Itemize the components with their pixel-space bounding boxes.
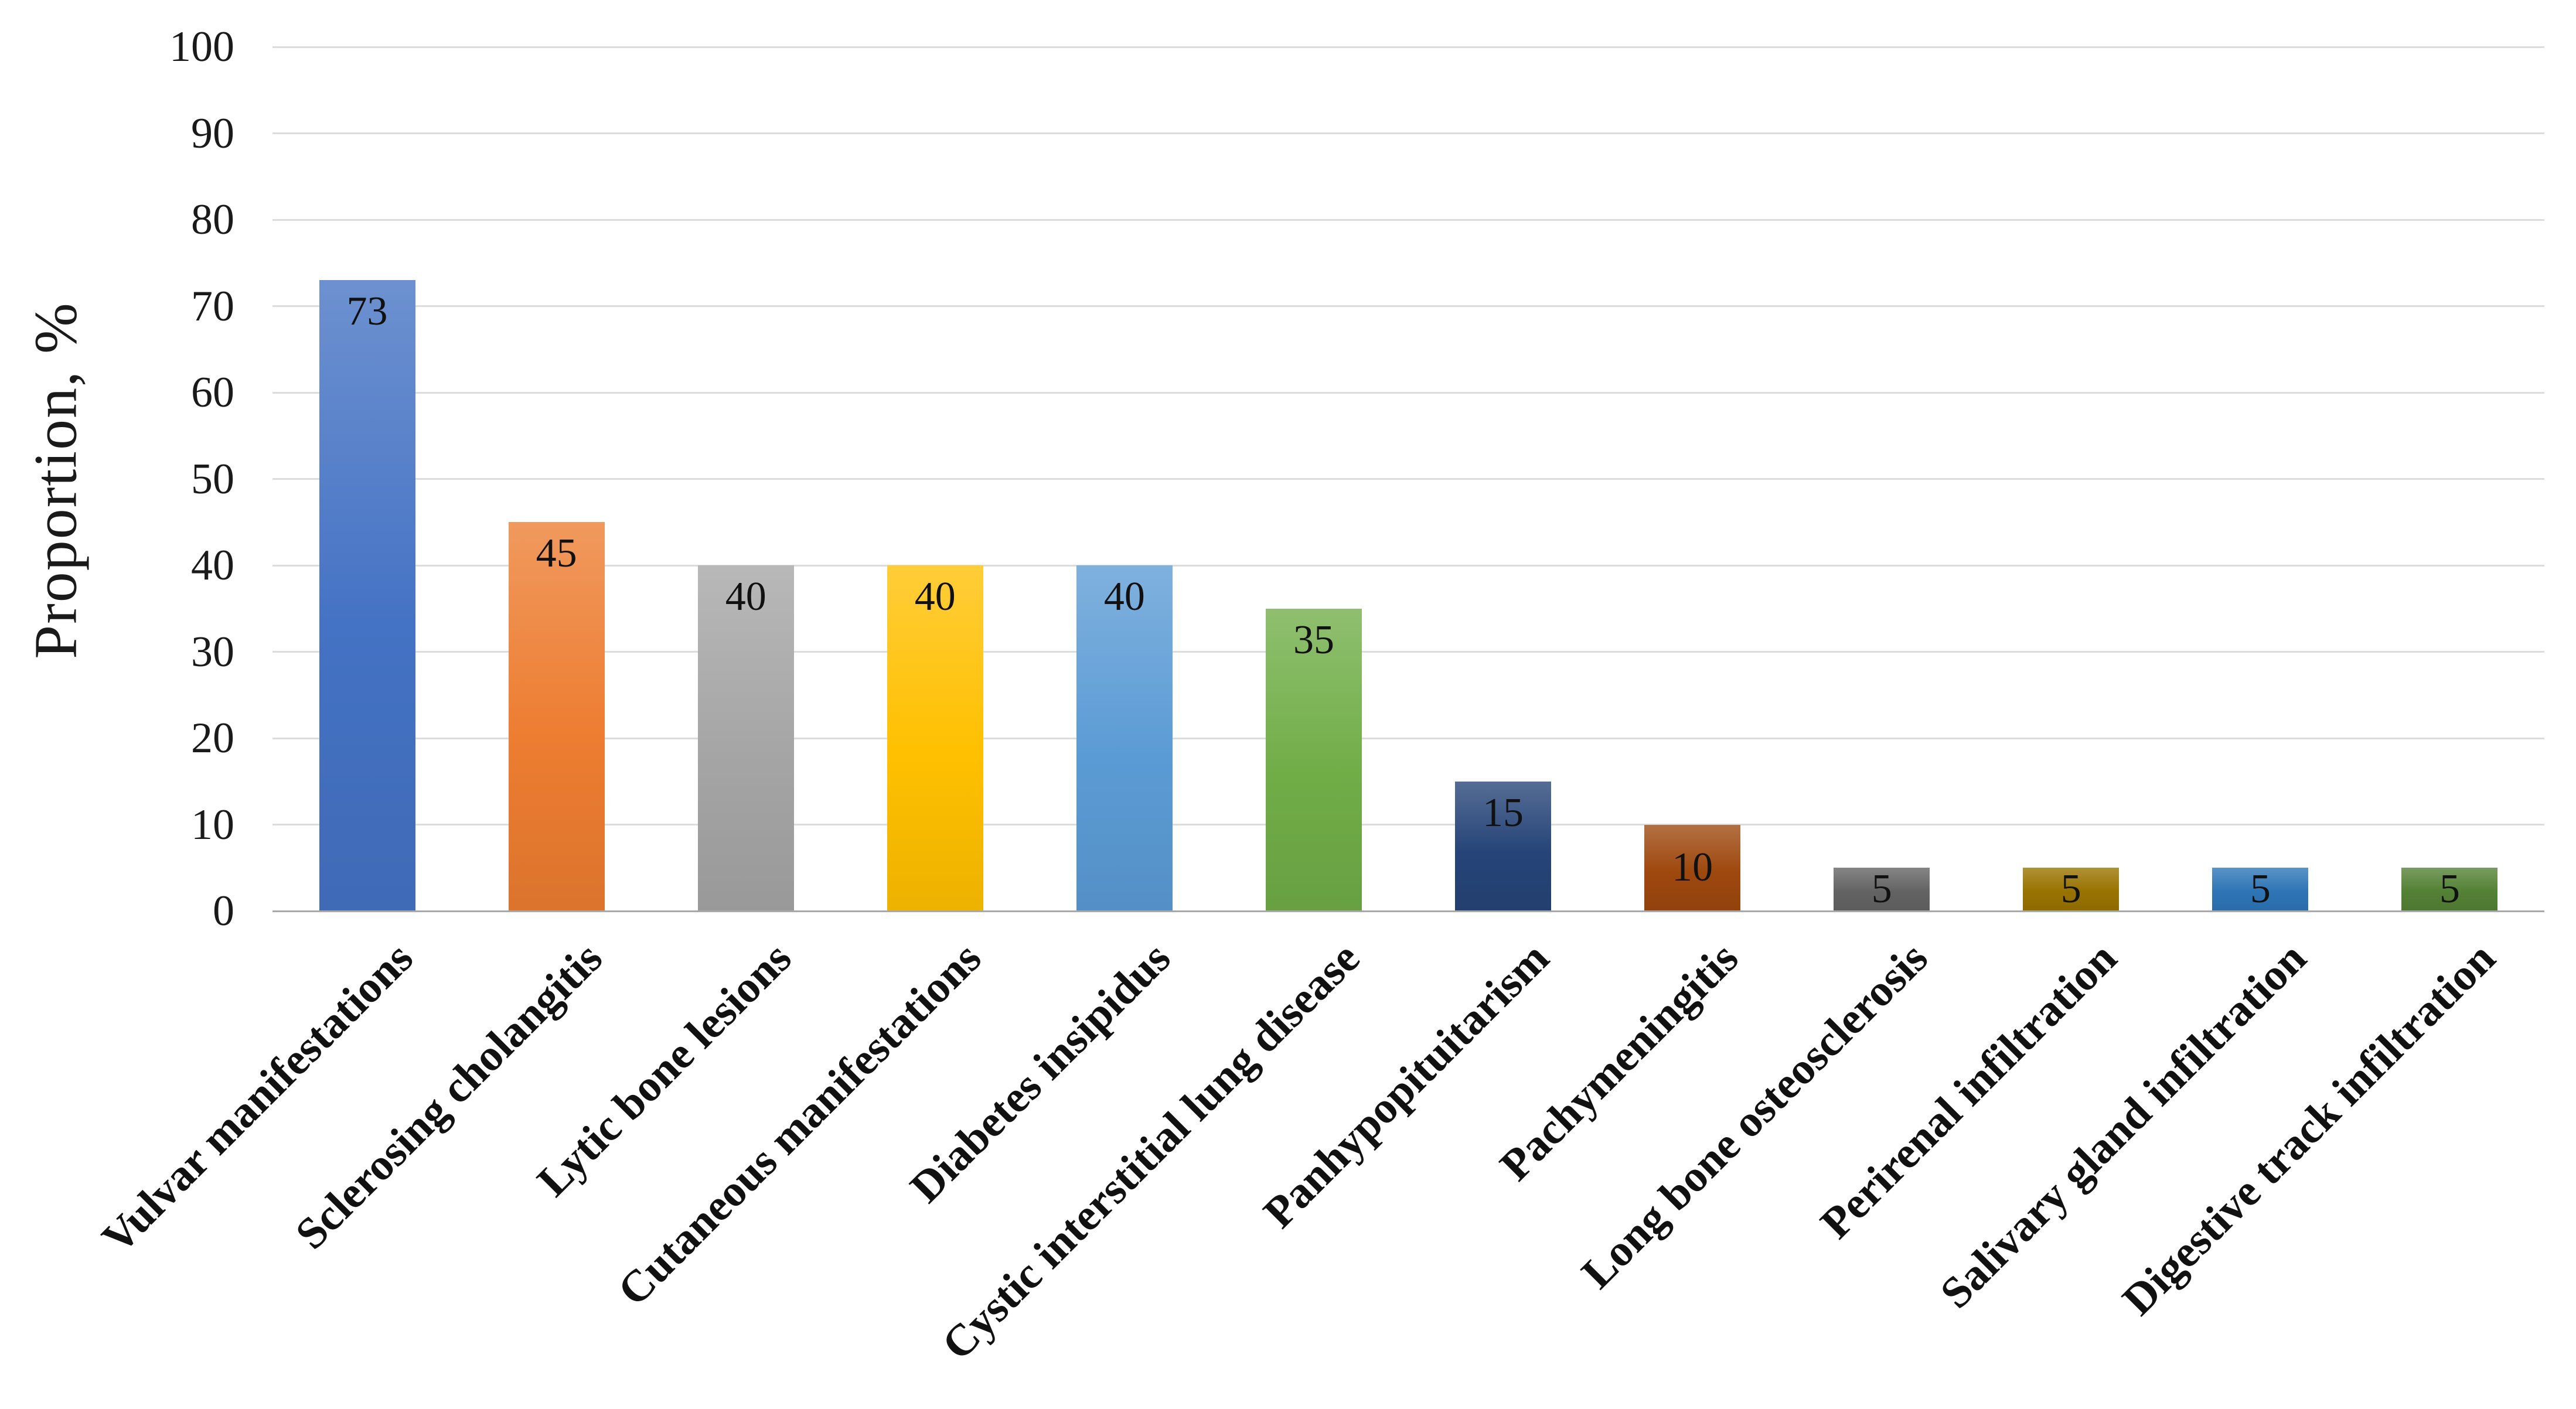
bar-value-label: 40	[725, 574, 766, 619]
gridline	[272, 46, 2544, 48]
gridline	[272, 564, 2544, 567]
y-tick-label: 80	[191, 196, 234, 244]
bar-value-label: 73	[346, 289, 388, 335]
bar-value-label: 5	[2439, 866, 2460, 912]
y-tick-label: 30	[191, 627, 234, 676]
bar: 35	[1265, 608, 1362, 911]
gridline	[272, 824, 2544, 825]
bar: 40	[887, 565, 983, 911]
bar-value-label: 10	[1672, 845, 1713, 891]
gridline	[272, 219, 2544, 221]
bar: 73	[319, 280, 415, 911]
bar: 40	[697, 565, 794, 911]
bar: 15	[1455, 781, 1552, 911]
y-tick-label: 20	[191, 714, 234, 762]
y-tick-label: 90	[191, 109, 234, 158]
category-label: Salivary gland infiltration	[1930, 933, 2316, 1318]
category-label: Cutaneous manifestations	[608, 933, 990, 1315]
gridline	[272, 305, 2544, 307]
bar-value-label: 5	[2250, 866, 2271, 912]
gridline	[272, 391, 2544, 394]
bar: 5	[2023, 866, 2120, 912]
plot-area: 73 45 40 40 40 35 15 10 5 5 5 5	[272, 46, 2544, 912]
bar-value-label: 35	[1293, 617, 1334, 663]
bar: 5	[2212, 866, 2309, 912]
y-tick-label: 10	[191, 800, 234, 849]
y-tick-label: 60	[191, 369, 234, 417]
y-tick-label: 50	[191, 455, 234, 503]
y-tick-label: 0	[213, 887, 234, 935]
bar-value-label: 45	[536, 531, 577, 576]
y-tick-label: 70	[191, 282, 234, 330]
category-label: Sclerosing cholangitis	[286, 933, 612, 1259]
bar-value-label: 15	[1483, 790, 1524, 835]
gridline	[272, 478, 2544, 480]
bar: 45	[508, 522, 605, 911]
bar: 10	[1644, 824, 1741, 911]
y-tick-label: 100	[169, 23, 234, 71]
category-label: Long bone osteosclerosis	[1572, 933, 1937, 1298]
gridline	[272, 132, 2544, 134]
bar: 5	[2401, 866, 2498, 912]
bar: 40	[1076, 565, 1173, 911]
bar-value-label: 40	[914, 574, 956, 619]
y-tick-label: 40	[191, 541, 234, 589]
bar-value-label: 5	[2060, 866, 2081, 912]
category-label: Vulvar manifestations	[93, 933, 422, 1263]
gridline	[272, 737, 2544, 739]
bar-value-label: 5	[1871, 866, 1892, 912]
bar-value-label: 40	[1103, 574, 1145, 619]
x-axis-line	[272, 910, 2544, 912]
category-label: Digestive track infiltration	[2113, 933, 2505, 1325]
bar: 5	[1834, 868, 1930, 911]
gridline	[272, 651, 2544, 653]
